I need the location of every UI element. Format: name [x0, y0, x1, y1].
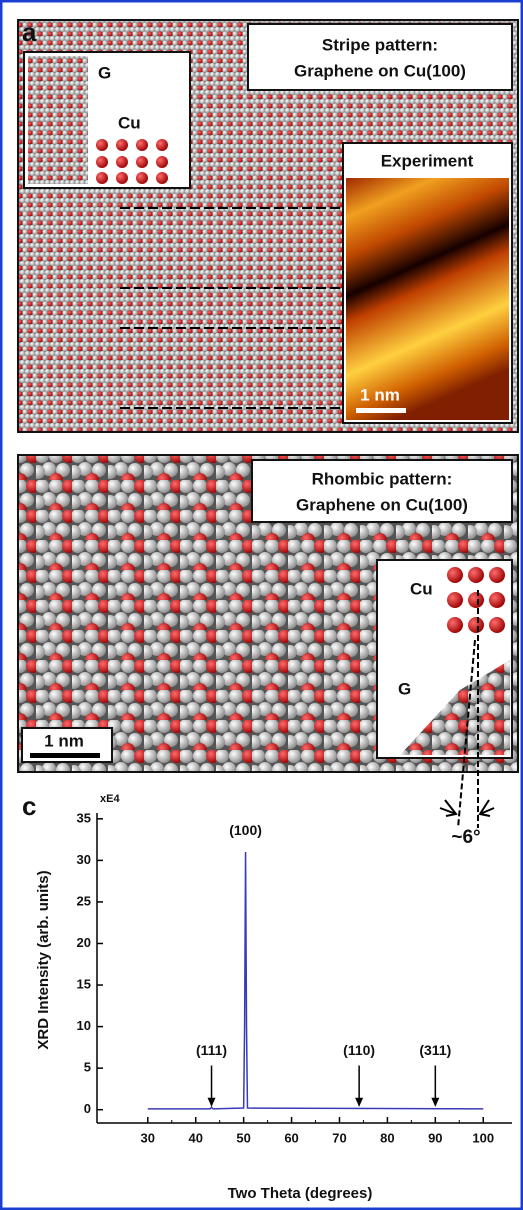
x-tick-label: 70 — [332, 1130, 346, 1145]
page: a G Cu Stripe pattern: Graphene on Cu(10… — [0, 0, 523, 1210]
scale-bar — [30, 753, 100, 758]
stm-image — [346, 178, 509, 420]
y-tick-label: 35 — [77, 810, 91, 825]
title: Stripe pattern: — [322, 35, 438, 54]
annotation: (311) — [419, 1042, 451, 1058]
x-tick-label: 50 — [236, 1130, 250, 1145]
x-tick-label: 90 — [428, 1130, 442, 1145]
x-tick-label: 100 — [472, 1130, 494, 1145]
inset-label: G — [398, 679, 411, 698]
xrd-line — [148, 852, 483, 1109]
x-axis-title: Two Theta (degrees) — [228, 1185, 373, 1202]
inset-label: Cu — [410, 579, 433, 598]
inset-graphene — [28, 56, 88, 184]
y-tick-label: 0 — [84, 1101, 91, 1116]
y-tick-label: 15 — [77, 976, 91, 991]
x-tick-label: 40 — [188, 1130, 202, 1145]
x-tick-label: 30 — [141, 1130, 155, 1145]
annotation: (110) — [343, 1042, 375, 1058]
y-tick-label: 20 — [77, 935, 91, 950]
x-tick-label: 80 — [380, 1130, 394, 1145]
angle-label: ~6° — [451, 827, 480, 848]
inset-cu — [447, 567, 505, 633]
inset-label: G — [98, 63, 111, 82]
arrow-head — [431, 1098, 439, 1107]
y-multiplier: xE4 — [100, 793, 120, 805]
x-tick-label: 60 — [284, 1130, 298, 1145]
panel-label: c — [22, 791, 36, 821]
figure: a G Cu Stripe pattern: Graphene on Cu(10… — [0, 0, 523, 1210]
y-axis-title: XRD Intensity (arb. units) — [35, 870, 52, 1049]
inset-label: Cu — [118, 113, 141, 132]
experiment-title: Experiment — [381, 151, 474, 170]
plot: 0 5 10 15 20 25 30 35 30 40 50 60 70 80 90 100 (111) (100… — [77, 810, 512, 1145]
scale-bar-label: 1 nm — [44, 731, 84, 750]
arrow-head — [208, 1098, 216, 1107]
y-tick-label: 25 — [77, 893, 91, 908]
scale-bar — [356, 408, 406, 413]
scale-bar-label: 1 nm — [360, 385, 400, 404]
title: Rhombic pattern: — [312, 469, 453, 488]
annotation: (111) — [196, 1042, 227, 1058]
annotation: (100) — [229, 822, 262, 838]
angle-arrows — [440, 800, 494, 816]
title: Graphene on Cu(100) — [296, 495, 468, 514]
panel-label: a — [22, 17, 37, 47]
y-tick-label: 10 — [77, 1018, 91, 1033]
y-tick-label: 5 — [84, 1060, 91, 1075]
arrow-head — [355, 1098, 363, 1107]
y-tick-label: 30 — [77, 852, 91, 867]
title: Graphene on Cu(100) — [294, 61, 466, 80]
